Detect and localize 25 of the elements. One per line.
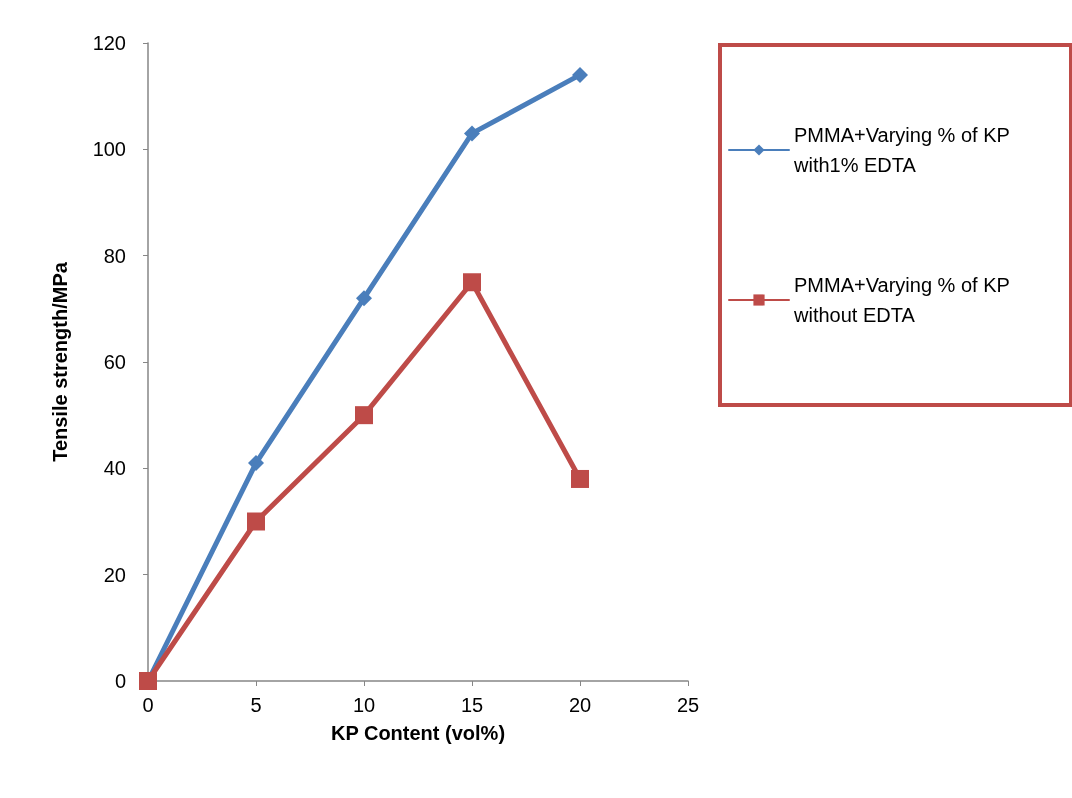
y-tick-label: 20 (103, 563, 126, 586)
point (355, 406, 373, 425)
point (464, 125, 480, 142)
point (571, 469, 589, 488)
point (572, 66, 588, 83)
x-tick-label: 10 (352, 694, 376, 716)
y-tick-label: 120 (92, 32, 126, 54)
x-tick-label: 0 (142, 694, 154, 716)
y-tick-label: 0 (114, 670, 126, 692)
y-tick-label: 80 (103, 244, 126, 267)
x-tick-label: 25 (676, 694, 700, 716)
x-axis-title: KP Content (vol%) (330, 722, 506, 744)
x-tick-label: 15 (460, 694, 484, 716)
y-tick-label: 40 (103, 457, 126, 480)
point (247, 512, 265, 531)
legend-label: PMMA+Varying % of KP without EDTA (793, 274, 1016, 326)
point (248, 455, 264, 472)
legend-label: PMMA+Varying % of KP with1% EDTA (793, 124, 1016, 176)
x-tick-label: 5 (250, 694, 262, 716)
y-axis-title: Tensile strength/MPa (49, 261, 71, 462)
point (356, 290, 372, 307)
x-tick-label: 20 (568, 694, 592, 716)
point (463, 273, 481, 292)
y-tick-label: 100 (92, 138, 126, 161)
y-tick-label: 60 (103, 351, 126, 373)
